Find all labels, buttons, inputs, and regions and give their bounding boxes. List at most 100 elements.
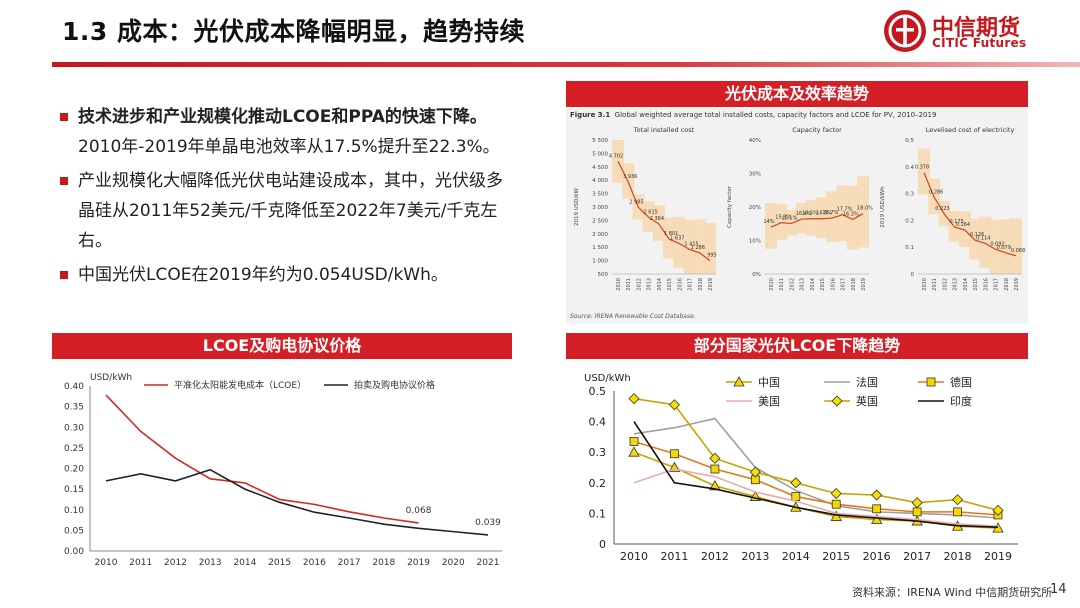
y-tick-label: 0.30 xyxy=(64,423,84,433)
x-tick-label: 2015 xyxy=(822,550,850,563)
subchart-y-tick: 30% xyxy=(749,172,761,178)
bullet-text: 2010年-2019年单晶电池效率从17.5%提升至22.3%。 xyxy=(78,137,500,157)
subchart-series-line xyxy=(770,213,864,228)
subchart-title: Levelised cost of electricity xyxy=(926,126,1015,134)
x-tick-label: 2018 xyxy=(944,550,972,563)
subchart-x-tick: 2019 xyxy=(708,278,714,291)
panel-title-country-lcoe: 部分国家光伏LCOE下降趋势 xyxy=(566,333,1028,359)
x-tick-label: 2016 xyxy=(863,550,891,563)
subchart-data-label: 1 415 xyxy=(684,241,698,247)
figure-source: Source: IRENA Renewable Cost Database. xyxy=(570,313,696,320)
range-band xyxy=(652,205,665,241)
range-band xyxy=(969,218,982,260)
subchart-data-label: 1 801 xyxy=(664,231,678,237)
y-tick-label: 0.40 xyxy=(64,382,84,392)
x-tick-label: 2019 xyxy=(407,558,430,568)
series-line-lcoe xyxy=(105,394,419,524)
range-band xyxy=(979,216,992,268)
y-tick-label: 0.00 xyxy=(64,547,84,557)
y-axis-label: USD/kWh xyxy=(90,373,132,383)
subchart-x-tick: 2012 xyxy=(942,278,948,291)
irena-subcharts: Total installed cost 2019 USD/kW 5 500 5 00… xyxy=(574,126,1025,291)
subchart-data-label: 0.286 xyxy=(929,189,943,195)
data-label-ppa-2021: 0.039 xyxy=(475,518,501,528)
subchart-x-tick: 2011 xyxy=(932,278,938,291)
bullet-item: 技术进步和产业规模化推动LCOE和PPA的快速下降。 2010年-2019年单晶… xyxy=(58,102,516,162)
subchart-data-label: 0.223 xyxy=(935,206,949,212)
range-band xyxy=(989,219,1002,274)
subchart-y-tick: 0 xyxy=(911,272,915,278)
data-point-diamond xyxy=(871,489,883,501)
x-tick-label: 2013 xyxy=(199,558,222,568)
range-band xyxy=(673,216,686,268)
legend-label: 拍卖及购电协议价格 xyxy=(354,379,435,391)
subchart-data-label: 14% xyxy=(763,219,774,225)
subchart-x-tick: 2016 xyxy=(983,278,989,291)
subchart-x-tick: 2012 xyxy=(789,278,795,291)
y-tick-label: 0.20 xyxy=(64,465,84,475)
subchart-data-label: 16.3% xyxy=(843,211,859,217)
subchart-y-label: 2019 USD/kW xyxy=(574,187,580,226)
bullet-bold-text: 技术进步和产业规模化推动LCOE和PPA的快速下降。 xyxy=(78,107,487,127)
subchart-data-label: 0.164 xyxy=(956,222,970,228)
subchart-data-label: 16.7% xyxy=(822,210,838,216)
subchart-x-tick: 2018 xyxy=(698,278,704,291)
range-band xyxy=(836,185,849,242)
subchart-data-label: 0.126 xyxy=(970,232,984,238)
subchart-y-tick: 20% xyxy=(749,205,761,211)
bullet-text: 中国光伏LCOE在2019年约为0.054USD/kWh。 xyxy=(78,265,448,285)
range-band xyxy=(663,217,676,259)
data-point-square xyxy=(953,507,962,517)
range-band xyxy=(918,148,930,195)
series-line-中国 xyxy=(633,451,999,529)
subchart-data-label: 0.092 xyxy=(990,241,1004,247)
subchart-x-tick: 2016 xyxy=(830,278,836,291)
x-tick-label: 2010 xyxy=(620,550,648,563)
subchart-y-tick: 3 500 xyxy=(592,192,608,198)
range-band xyxy=(816,197,829,239)
subchart-data-label: 3 936 xyxy=(623,174,637,180)
subchart-y-tick: 3 000 xyxy=(592,205,608,211)
subchart-data-label: 15.3% xyxy=(775,215,791,221)
subchart-x-tick: 2017 xyxy=(688,278,694,291)
data-point-square xyxy=(831,499,841,509)
subchart-y-tick: 0.5 xyxy=(905,138,914,144)
subchart-title: Capacity factor xyxy=(792,126,842,134)
subchart-x-tick: 2015 xyxy=(820,278,826,291)
data-point-square xyxy=(912,507,922,517)
y-axis-label: USD/kWh xyxy=(584,373,631,384)
subchart-y-tick: 0.2 xyxy=(905,218,914,224)
bullet-marker xyxy=(60,113,68,121)
range-band xyxy=(999,219,1012,274)
series-line-英国 xyxy=(633,397,999,512)
y-tick-label: 0.05 xyxy=(64,526,84,536)
subchart-y-tick: 4 000 xyxy=(592,178,608,184)
series-line-美国 xyxy=(633,468,999,528)
range-band xyxy=(857,176,869,248)
subchart-data-label: 15.1% xyxy=(781,215,797,221)
subchart-x-tick: 2015 xyxy=(973,278,979,291)
data-point-triangle xyxy=(709,480,721,491)
subchart-x-tick: 2018 xyxy=(1004,278,1010,291)
data-point-diamond xyxy=(951,494,964,506)
subchart-x-tick: 2017 xyxy=(994,278,1000,291)
subchart-x-tick: 2012 xyxy=(636,278,642,291)
subchart-y-tick: 0% xyxy=(752,272,761,278)
subchart-x-tick: 2014 xyxy=(810,278,816,291)
range-band xyxy=(958,211,971,247)
y-tick-label: 0.3 xyxy=(589,446,607,459)
subchart-y-tick: 500 xyxy=(598,272,609,278)
range-band xyxy=(785,210,798,236)
subchart-y-tick: 40% xyxy=(749,138,761,144)
y-tick-label: 0 xyxy=(599,538,606,551)
subchart-data-label: 16.5% xyxy=(816,211,832,217)
subchart-x-tick: 2013 xyxy=(800,278,806,291)
range-band xyxy=(826,191,839,243)
bullet-item: 中国光伏LCOE在2019年约为0.054USD/kWh。 xyxy=(58,260,516,290)
subchart-x-tick: 2015 xyxy=(667,278,673,291)
subchart-y-tick: 0.1 xyxy=(905,245,914,251)
data-point-square xyxy=(872,504,882,514)
data-label-lcoe-2019: 0.068 xyxy=(406,506,432,516)
irena-figure: Figure 3.1 Global weighted average total… xyxy=(566,108,1028,324)
